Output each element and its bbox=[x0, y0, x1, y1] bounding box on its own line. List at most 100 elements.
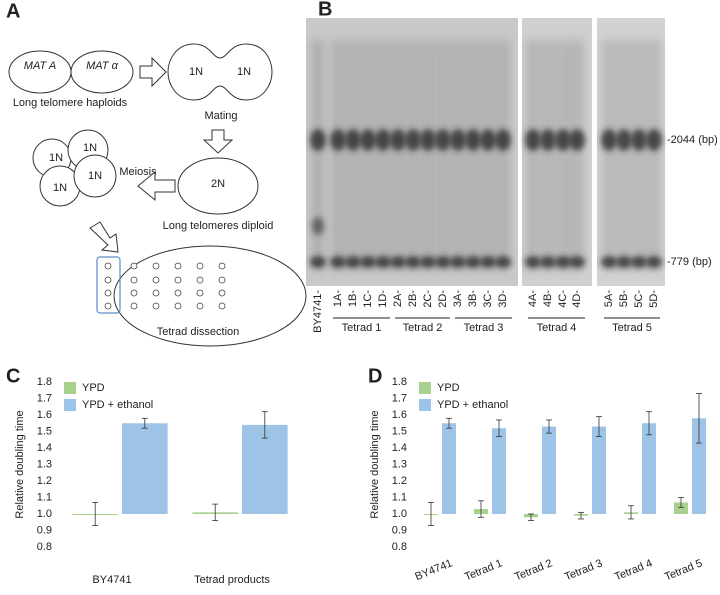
spore bbox=[174, 302, 182, 310]
dish bbox=[113, 245, 307, 347]
bar bbox=[442, 423, 456, 514]
y-tick-label: 1.8 bbox=[392, 376, 407, 388]
band bbox=[360, 256, 376, 268]
lane-smear bbox=[497, 40, 509, 270]
spore bbox=[104, 262, 112, 270]
legend-swatch bbox=[64, 382, 76, 394]
x-tick-label: Tetrad products bbox=[194, 574, 270, 586]
arrow bbox=[89, 221, 119, 253]
cell-label: 1N bbox=[53, 182, 67, 194]
band bbox=[631, 129, 647, 151]
lane-label: 3B- bbox=[467, 290, 479, 307]
lane-smear bbox=[362, 40, 374, 270]
x-tick-label: BY4741 bbox=[92, 574, 131, 586]
x-tick-label: BY4741 bbox=[413, 557, 454, 583]
legend-swatch bbox=[419, 382, 431, 394]
haploid-cell bbox=[70, 50, 134, 94]
diploid-cell bbox=[177, 157, 259, 215]
lane-smear bbox=[618, 40, 630, 270]
x-tick-label: Tetrad 4 bbox=[613, 557, 654, 583]
band bbox=[390, 256, 406, 268]
lane-label: 2B- bbox=[407, 290, 419, 307]
group-label: Tetrad 4 bbox=[537, 322, 577, 334]
group-label: Tetrad 3 bbox=[464, 322, 504, 334]
band bbox=[616, 129, 632, 151]
band bbox=[330, 256, 346, 268]
spore bbox=[196, 302, 204, 310]
lane-smear bbox=[482, 40, 494, 270]
y-tick-label: 0.9 bbox=[37, 524, 52, 536]
band bbox=[435, 256, 451, 268]
spore bbox=[218, 302, 226, 310]
caption: Long telomere haploids bbox=[13, 97, 128, 109]
cell-label: MAT α bbox=[86, 60, 118, 72]
y-tick-label: 1.7 bbox=[37, 392, 52, 404]
bar bbox=[674, 502, 688, 514]
lane-label: 5D- bbox=[648, 290, 660, 308]
spore bbox=[130, 276, 138, 284]
bar bbox=[542, 426, 556, 514]
spore bbox=[130, 289, 138, 297]
spore bbox=[130, 262, 138, 270]
y-tick-label: 1.6 bbox=[37, 409, 52, 421]
lane-label: 3A- bbox=[452, 290, 464, 307]
bar bbox=[122, 423, 168, 514]
cell-label: 2N bbox=[211, 178, 225, 190]
bar bbox=[642, 423, 656, 514]
y-tick-label: 1.5 bbox=[37, 425, 52, 437]
band bbox=[555, 256, 571, 268]
panel-label: A bbox=[6, 0, 20, 22]
y-axis-title: Relative doubling time bbox=[14, 410, 26, 518]
mating-cell bbox=[167, 43, 273, 101]
spore bbox=[152, 262, 160, 270]
lane-smear bbox=[377, 40, 389, 270]
y-tick-label: 1.2 bbox=[392, 475, 407, 487]
band bbox=[465, 129, 481, 151]
panel-label: D bbox=[368, 365, 382, 387]
spore bbox=[196, 276, 204, 284]
lane-label: 2A- bbox=[392, 290, 404, 307]
legend-swatch bbox=[419, 399, 431, 411]
legend-swatch bbox=[64, 399, 76, 411]
y-tick-label: 0.8 bbox=[37, 541, 52, 553]
size-marker: -779 (bp) bbox=[667, 256, 712, 268]
legend-label: YPD bbox=[82, 382, 105, 394]
band bbox=[480, 129, 496, 151]
panel-label: C bbox=[6, 365, 20, 387]
band bbox=[525, 256, 541, 268]
y-tick-label: 1.1 bbox=[37, 491, 52, 503]
x-tick-label: Tetrad 5 bbox=[663, 557, 704, 583]
band bbox=[601, 256, 617, 268]
x-tick-label: Tetrad 3 bbox=[563, 557, 604, 583]
x-tick-label: Tetrad 1 bbox=[463, 557, 504, 583]
y-tick-label: 1.8 bbox=[37, 376, 52, 388]
band bbox=[540, 256, 556, 268]
spore bbox=[196, 262, 204, 270]
lane-smear bbox=[527, 40, 539, 270]
lane-smear bbox=[648, 40, 660, 270]
band bbox=[420, 129, 436, 151]
cell-label: 1N bbox=[237, 66, 251, 78]
spore bbox=[104, 302, 112, 310]
spore bbox=[152, 302, 160, 310]
lane-label: 5C- bbox=[633, 290, 645, 308]
band bbox=[345, 129, 361, 151]
band bbox=[631, 256, 647, 268]
arrow bbox=[137, 170, 176, 202]
lane-smear bbox=[422, 40, 434, 270]
lane-smear bbox=[571, 40, 583, 270]
group-label: Tetrad 5 bbox=[612, 322, 652, 334]
group-label: Tetrad 1 bbox=[342, 322, 382, 334]
panel-label: B bbox=[318, 0, 332, 20]
y-tick-label: 1.4 bbox=[392, 442, 407, 454]
spore bbox=[174, 276, 182, 284]
band bbox=[420, 256, 436, 268]
diagram: MAT A MAT α Long telomere haploids 1N 1N… bbox=[8, 43, 307, 347]
band bbox=[390, 129, 406, 151]
caption: Long telomeres diploid bbox=[163, 220, 274, 232]
y-tick-label: 1.2 bbox=[37, 475, 52, 487]
band bbox=[375, 256, 391, 268]
lane-label: 2C- bbox=[422, 290, 434, 308]
band bbox=[646, 256, 662, 268]
spore bbox=[174, 262, 182, 270]
